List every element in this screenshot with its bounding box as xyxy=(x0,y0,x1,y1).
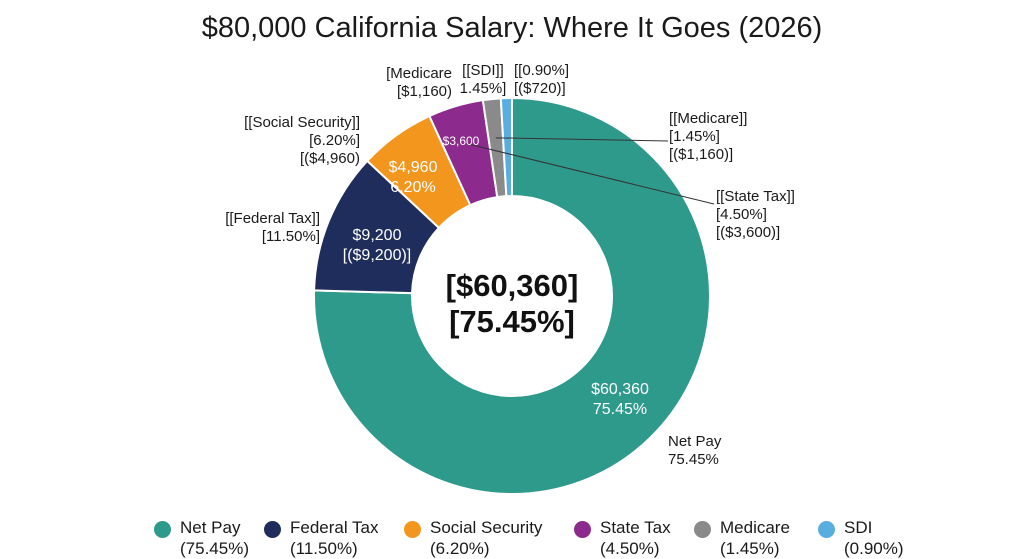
leader-line-state-tax xyxy=(466,143,715,205)
legend-swatch xyxy=(404,521,421,538)
outside-label-federal-tax: [[Federal Tax]] [11.50%] xyxy=(225,210,320,245)
legend: Net Pay (75.45%) Federal Tax (11.50%) So… xyxy=(0,518,1024,558)
legend-swatch xyxy=(694,521,711,538)
slice-label-state-tax: $3,600 xyxy=(442,134,480,148)
legend-swatch xyxy=(264,521,281,538)
legend-swatch xyxy=(574,521,591,538)
outside-label-state-tax: [[State Tax]] [4.50%] [($3,600)] xyxy=(716,188,795,241)
slice-label-social-security: $4,960 6.20% xyxy=(388,159,438,196)
legend-swatch xyxy=(154,521,171,538)
slice-label-net-pay: $60,360 75.45% xyxy=(591,381,649,418)
slice-net-pay xyxy=(313,96,711,495)
leader-line-medicare xyxy=(495,137,669,142)
outside-label-sdi-top: [[SDI]] 1.45%] xyxy=(459,62,507,97)
legend-swatch xyxy=(818,521,835,538)
slice-sdi xyxy=(499,96,513,198)
chart-title: $80,000 California Salary: Where It Goes… xyxy=(201,12,823,44)
outside-label-social-security: [[Social Security]] [6.20%] [($4,960) xyxy=(244,114,360,167)
center-label: [$60,360] [75.45%] xyxy=(445,268,579,339)
outside-label-medicare: [[Medicare]] [1.45%] [($1,160)] xyxy=(669,110,748,163)
slice-label-federal-tax: $9,200 [($9,200)] xyxy=(342,227,412,264)
outside-label-net-pay: Net Pay 75.45% xyxy=(668,433,722,468)
outside-label-medicare-top: [Medicare [$1,160) xyxy=(386,65,452,100)
outside-label-sdi-values: [[0.90%] [($720)] xyxy=(514,62,570,97)
